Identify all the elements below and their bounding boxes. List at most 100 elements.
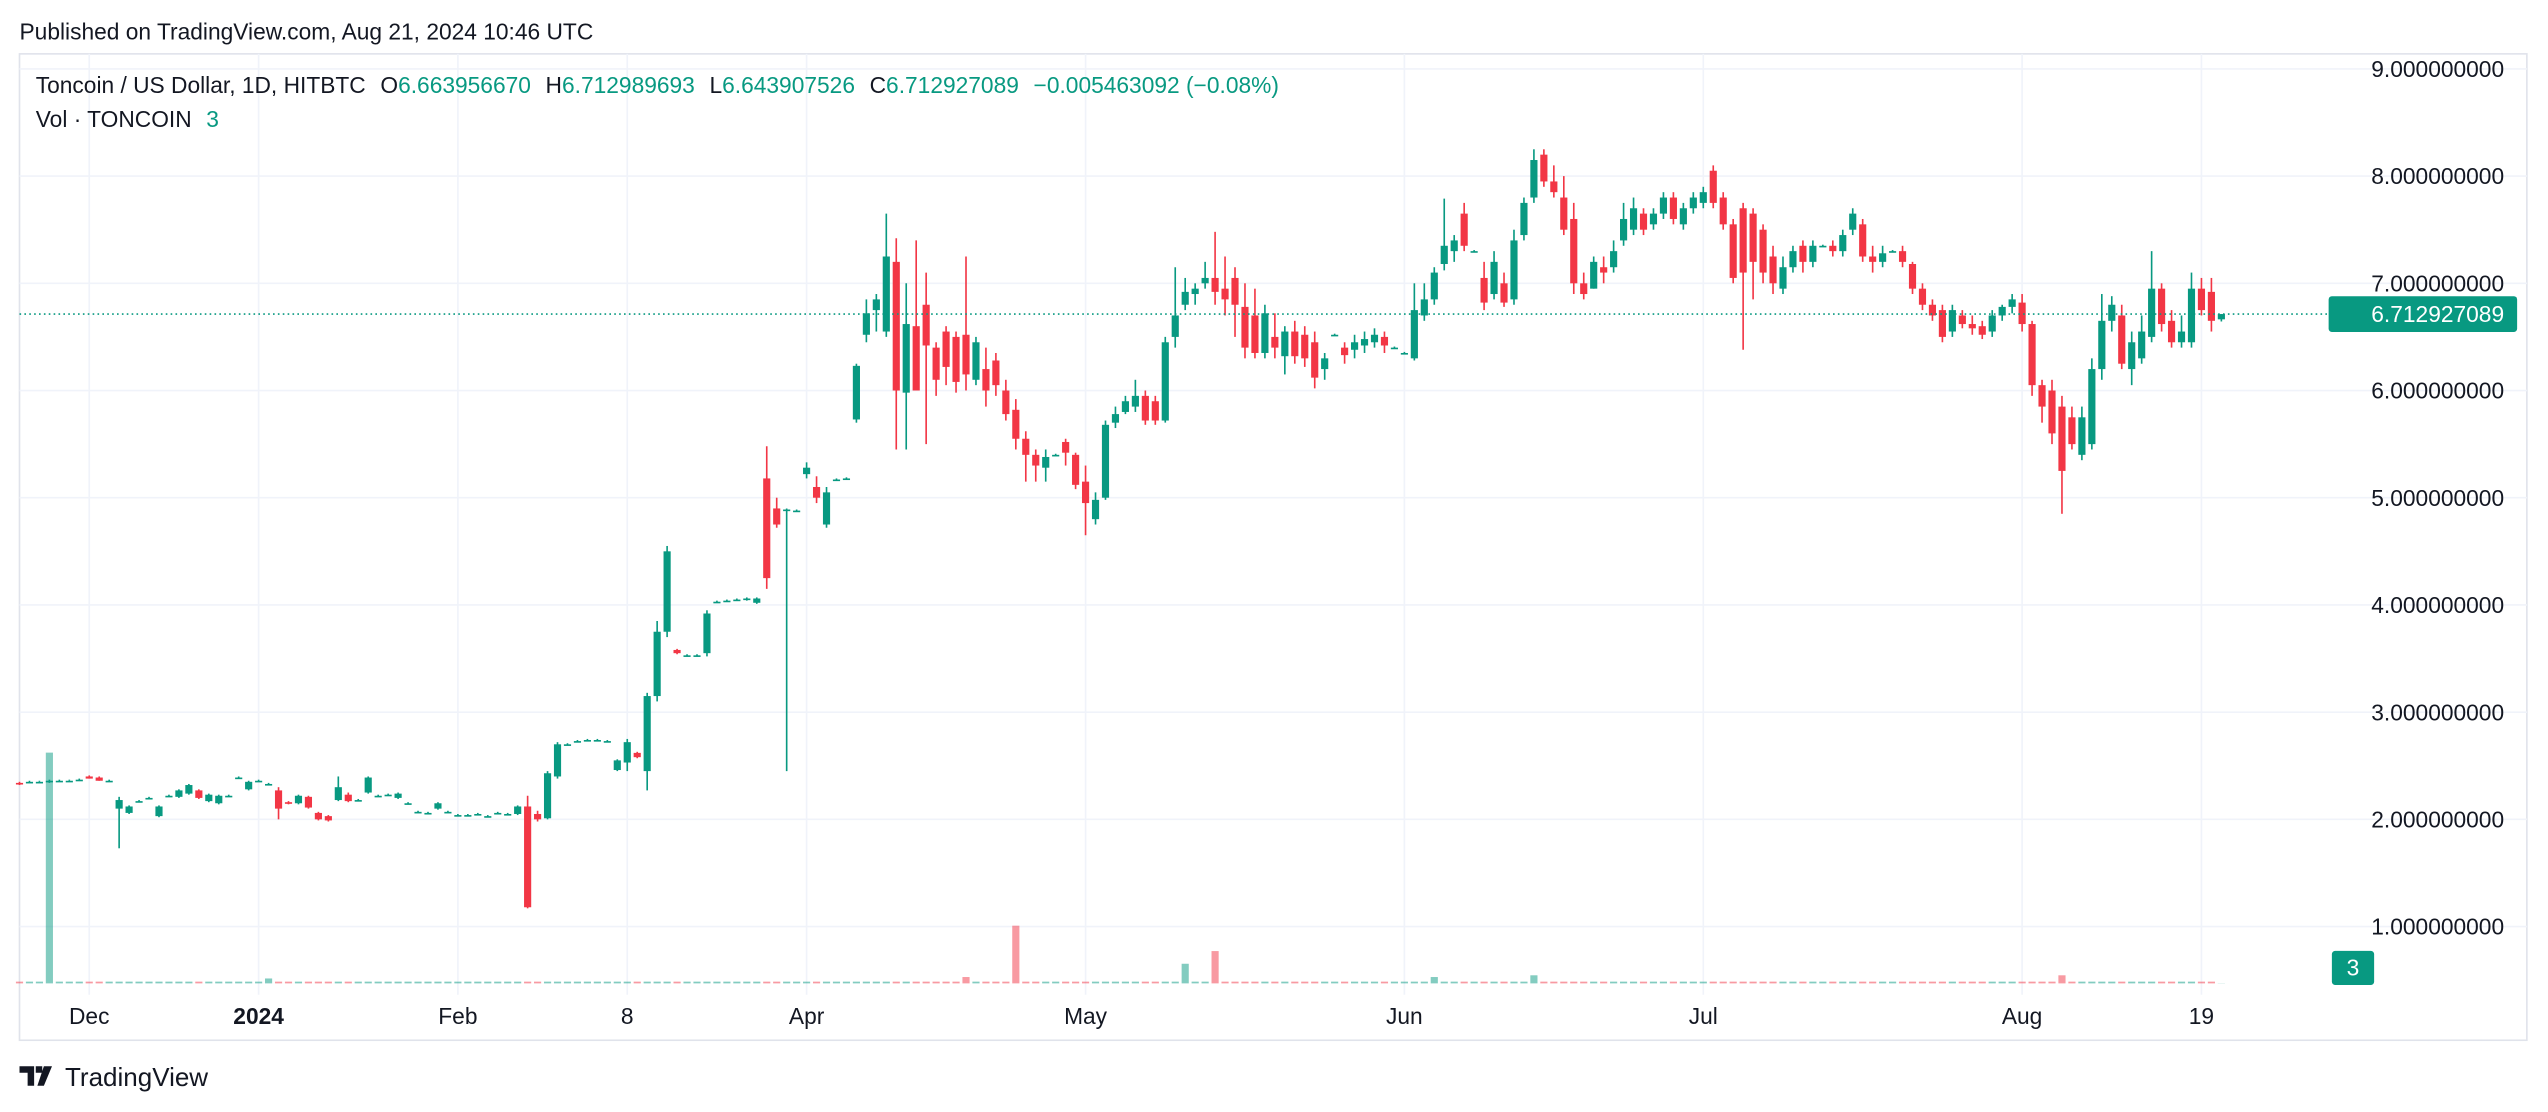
candle-body: [902, 324, 910, 393]
volume-bar: [1331, 981, 1339, 984]
volume-bar: [484, 981, 492, 984]
candle-body: [1649, 213, 1658, 225]
candle-body: [2048, 390, 2056, 434]
volume-bar: [733, 981, 741, 984]
brand: TradingView: [65, 1062, 208, 1092]
volume-bar: [962, 977, 970, 984]
candle-body: [1809, 245, 1817, 262]
candle-body: [1201, 277, 1209, 284]
candle-body: [593, 740, 601, 742]
volume-bar: [633, 981, 641, 984]
candle-body: [1450, 240, 1458, 252]
candle-body: [145, 797, 153, 800]
candle-body: [2058, 406, 2066, 471]
candle-body: [1131, 395, 1139, 407]
candle-body: [1400, 352, 1408, 355]
candle-body: [1739, 208, 1747, 273]
volume-bar: [932, 981, 940, 984]
volume-bar: [1390, 981, 1399, 984]
volume-bar: [1749, 981, 1757, 984]
volume-bar: [2128, 981, 2136, 984]
candle-body: [524, 806, 532, 908]
volume-bar: [1799, 981, 1807, 984]
volume-bar: [414, 981, 422, 984]
volume-bar: [1191, 981, 1199, 984]
candle-body: [55, 780, 63, 783]
ohlc-value: 6.643907526: [722, 72, 855, 98]
candle-body: [2158, 288, 2166, 325]
volume-bar: [85, 981, 93, 984]
volume-bar: [1639, 981, 1648, 984]
candle-body: [1859, 224, 1867, 257]
candle-body: [713, 601, 721, 604]
candle-body: [912, 326, 920, 391]
candle-body: [1251, 315, 1259, 353]
volume-bar: [284, 981, 293, 984]
volume-bar: [185, 981, 193, 984]
candle-body: [1918, 288, 1927, 305]
volume-bar: [225, 981, 233, 984]
volume-bar: [952, 981, 960, 984]
volume-bar: [1380, 981, 1389, 984]
candle-body: [15, 782, 24, 785]
candle-body: [723, 600, 731, 603]
ohlc-label: C: [870, 72, 886, 98]
candle-body: [693, 655, 701, 657]
volume-bar: [235, 981, 243, 984]
candle-body: [464, 815, 472, 817]
volume-bar: [1470, 981, 1478, 984]
chart-frame: [18, 53, 2528, 1042]
volume-bar: [1062, 981, 1070, 984]
candle-body: [573, 741, 582, 743]
candle-body: [1191, 288, 1199, 295]
y-tick-label: 9.000000000: [2371, 56, 2504, 82]
volume-bar: [1410, 981, 1418, 984]
volume-bar: [1869, 981, 1877, 984]
candle-body: [1380, 336, 1389, 346]
candle-body: [1311, 342, 1319, 378]
candle-body: [2128, 342, 2136, 370]
candle-body: [1869, 256, 1877, 262]
volume-bar: [2078, 981, 2086, 984]
candle-body: [1829, 245, 1837, 252]
candle-body: [1958, 315, 1966, 325]
volume-bar: [135, 981, 143, 984]
ohlc-label: H: [546, 72, 562, 98]
x-tick-label: Feb: [438, 1003, 477, 1029]
candle-body: [155, 806, 163, 817]
volume-bar: [1101, 981, 1110, 984]
candle-body: [1749, 213, 1757, 262]
volume-bar: [783, 981, 791, 984]
volume-bar: [1839, 981, 1847, 984]
candle-body: [195, 790, 203, 798]
candle-body: [235, 777, 243, 780]
volume-bar: [65, 981, 73, 984]
volume-bar: [653, 981, 661, 984]
volume-bar: [822, 981, 831, 984]
candle-body: [832, 479, 841, 482]
volume-bar: [344, 981, 352, 984]
volume-bar: [265, 978, 273, 984]
candle-body: [2197, 288, 2206, 311]
x-tick-label: 19: [2189, 1003, 2214, 1029]
candle-body: [324, 816, 332, 821]
candle-body: [1081, 481, 1090, 504]
volume-bar: [1620, 981, 1628, 984]
candle-body: [633, 752, 641, 758]
candle-body: [803, 467, 811, 475]
candle-body: [404, 803, 412, 805]
volume-bar: [1141, 981, 1149, 984]
candle-body: [1998, 306, 2006, 316]
candle-body: [2098, 320, 2106, 370]
volume-bar: [2158, 981, 2166, 984]
candle-body: [673, 649, 681, 654]
volume-bar: [1281, 981, 1289, 984]
candle-body: [1151, 401, 1159, 421]
volume-bar: [2197, 981, 2206, 984]
volume-bar: [1958, 981, 1966, 984]
candle-body: [962, 334, 970, 375]
volume-bar: [623, 981, 631, 984]
candle-body: [484, 816, 492, 818]
volume-bar: [1460, 981, 1468, 984]
candle-body: [1410, 310, 1418, 359]
